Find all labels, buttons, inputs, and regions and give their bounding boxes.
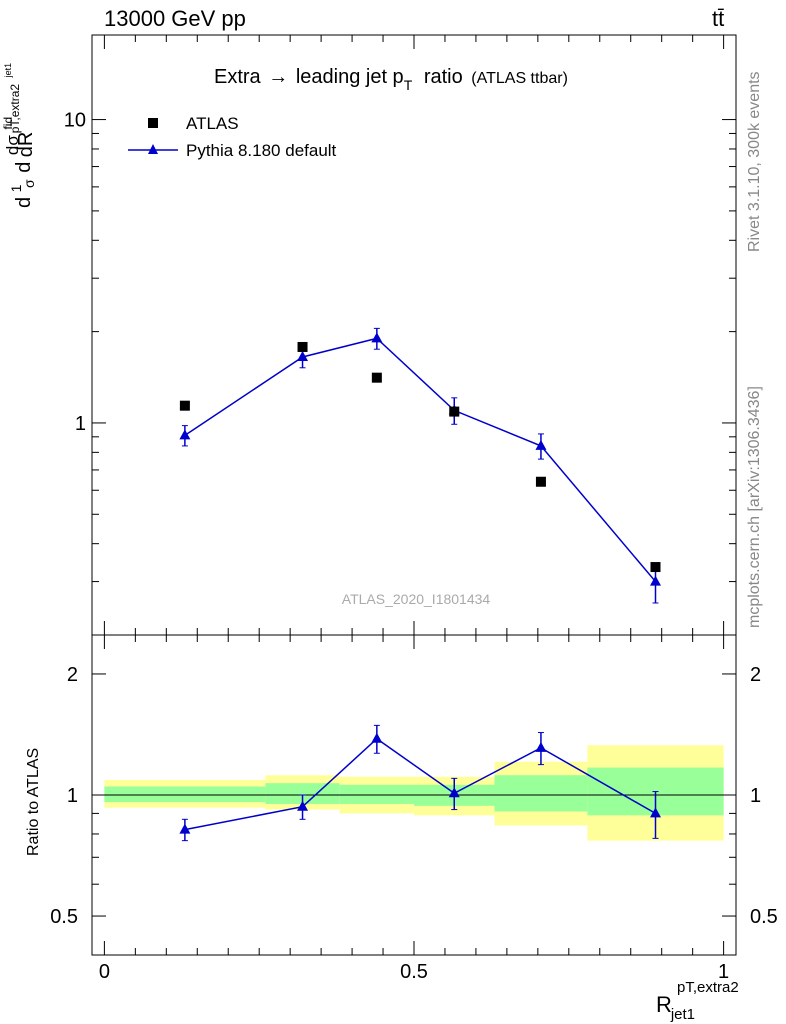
- ylabel-jet: jet1: [3, 63, 13, 79]
- ylabel-d: d: [13, 197, 35, 208]
- main-data-marks: [179, 327, 661, 604]
- atlas-main-point: [371, 372, 382, 383]
- ratio-stat-uncertainty-band: [339, 784, 414, 804]
- ratio-x-axis-label: R pT,extra2 jet1: [656, 972, 745, 1023]
- ratio-y-tick-label-right: 0.5: [750, 906, 778, 928]
- atlas-main-point: [535, 476, 546, 487]
- process-label: 13000 GeV pp: [104, 6, 246, 31]
- pythia-ratio-line: [184, 737, 656, 831]
- pythia-ratio-point: [448, 787, 460, 798]
- ratio-y-axis-label: Ratio to ATLAS: [25, 748, 42, 856]
- main-y-tick-label: 1: [75, 413, 86, 435]
- main-panel: 1 10 Extra → leading jet pT ratio (ATLAS …: [0, 34, 737, 636]
- ratio-x-tick-label: 0.5: [400, 961, 428, 983]
- ratio-y-tick-label: 1: [67, 785, 78, 807]
- legend: ATLAS Pythia 8.180 default: [128, 114, 337, 160]
- atlas-main-point: [179, 400, 190, 411]
- pythia-ratio-point: [371, 732, 383, 743]
- ratio-stat-uncertainty-band: [494, 775, 588, 812]
- pythia-main-point: [535, 439, 547, 450]
- xlabel-sub: jet1: [670, 1006, 695, 1023]
- ratio-frame: [91, 634, 737, 956]
- main-y-tick-label: 10: [64, 110, 86, 132]
- ratio-panel: 0.5 0.5 1 1 2 2 0 0.5 1 Ratio to ATLAS R pT,extr…: [25, 634, 778, 1023]
- main-axes: 1 10: [64, 35, 736, 636]
- pythia-ratio-point: [650, 807, 661, 818]
- ratio-y-tick-label: 0.5: [50, 906, 78, 928]
- final-state-label: tt̄: [712, 6, 725, 31]
- ylabel-d2: d: [13, 162, 35, 173]
- ratio-data-marks: [179, 724, 661, 842]
- svg-text:d 1 σ: d 1 σ d dσ fid pT,extra2 jet1 dR: [0, 57, 39, 208]
- ratio-y-tick-label-right: 2: [750, 664, 761, 686]
- atlas-main-point: [297, 341, 308, 352]
- legend-pythia-marker: [148, 144, 158, 154]
- ylabel-one: 1: [8, 184, 24, 192]
- legend-atlas-label: ATLAS: [186, 114, 239, 133]
- ratio-x-tick-label: 0: [99, 961, 110, 983]
- ylabel-dR: dR: [15, 132, 37, 158]
- pythia-main-point: [179, 429, 191, 440]
- ratio-y-tick-label: 2: [67, 664, 78, 686]
- pythia-main-line: [184, 337, 657, 583]
- ratio-stat-uncertainty-band: [265, 783, 340, 804]
- atlas-main-point: [650, 562, 661, 573]
- ylabel-sigma: σ: [21, 179, 37, 188]
- legend-pythia-label: Pythia 8.180 default: [186, 141, 337, 160]
- ylabel-sub: pT,extra2: [8, 84, 22, 134]
- ylabel-fid: fid: [1, 117, 15, 130]
- pythia-ratio-point: [179, 823, 191, 834]
- legend-atlas-marker: [148, 118, 158, 128]
- ylabel-dsigma: dσ: [3, 135, 22, 155]
- ratio-stat-uncertainty-band: [104, 786, 266, 803]
- ratio-y-tick-label-right: 1: [750, 785, 761, 807]
- chart-title: Extra → leading jet pT ratio (ATLAS ttba…: [214, 66, 568, 95]
- pythia-main-point: [297, 350, 309, 361]
- pythia-main-point: [650, 575, 661, 586]
- pythia-main-point: [371, 332, 383, 343]
- analysis-label: ATLAS_2020_I1801434: [342, 591, 491, 607]
- main-y-axis-label: d 1 σ d dσ fid pT,extra2 jet1 dR: [0, 57, 39, 208]
- xlabel-R: R: [656, 992, 672, 1017]
- atlas-main-point: [449, 406, 460, 417]
- ratio-uncertainty-bands: [104, 745, 724, 841]
- xlabel-sup: pT,extra2: [677, 979, 739, 996]
- pythia-ratio-point: [535, 741, 547, 752]
- ratio-x-tick-label: 1: [718, 961, 729, 983]
- pythia-ratio-point: [297, 800, 309, 811]
